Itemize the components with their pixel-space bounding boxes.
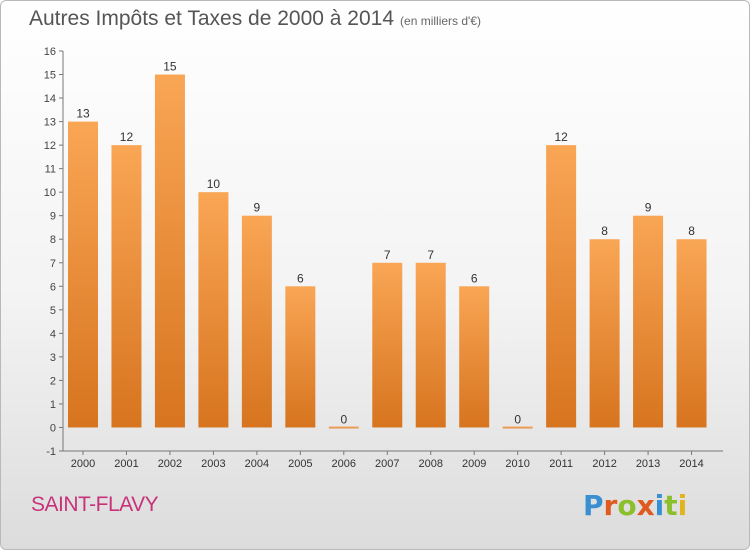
- bar: [328, 426, 359, 429]
- title-text: Autres Impôts et Taxes de 2000 à 2014: [29, 7, 395, 30]
- x-tick-label: 2013: [636, 458, 660, 470]
- bar: [633, 215, 664, 428]
- y-tick-label: 15: [44, 70, 56, 82]
- value-label: 8: [688, 224, 695, 238]
- x-tick-label: 2010: [505, 458, 529, 470]
- bar: [198, 192, 229, 428]
- bar: [68, 121, 98, 428]
- x-tick-label: 2012: [592, 458, 616, 470]
- y-tick-label: 12: [44, 140, 56, 152]
- x-tick-label: 2014: [679, 458, 703, 470]
- y-tick-label: 6: [50, 281, 56, 293]
- y-tick-label: 16: [44, 46, 56, 58]
- x-tick-label: 2003: [201, 458, 225, 470]
- x-tick-label: 2004: [245, 458, 269, 470]
- value-label: 12: [120, 130, 134, 144]
- x-tick-label: 2005: [288, 458, 312, 470]
- proxiti-logo[interactable]: Proxiti: [583, 489, 688, 522]
- y-tick-label: 11: [45, 164, 56, 176]
- value-label: 6: [471, 271, 478, 285]
- y-tick-label: 10: [44, 187, 56, 199]
- x-tick-label: 2009: [462, 458, 486, 470]
- bar: [372, 262, 403, 428]
- bars: [68, 74, 707, 429]
- value-label: 7: [427, 248, 434, 262]
- y-tick-label: 7: [50, 258, 56, 270]
- x-tick-label: 2000: [71, 458, 95, 470]
- y-tick-label: 14: [44, 93, 56, 105]
- y-tick-label: 0: [50, 422, 56, 434]
- bar: [111, 145, 142, 428]
- value-label: 9: [254, 201, 261, 215]
- value-label: 15: [163, 60, 177, 74]
- value-label: 6: [297, 271, 304, 285]
- bar: [676, 239, 707, 428]
- chart-title: Autres Impôts et Taxes de 2000 à 2014 (en…: [29, 7, 481, 31]
- bar: [241, 215, 272, 428]
- value-label: 0: [340, 412, 347, 426]
- value-label: 0: [514, 412, 521, 426]
- x-tick-label: 2011: [549, 458, 573, 470]
- x-tick-label: 2008: [418, 458, 442, 470]
- value-label: 7: [384, 248, 391, 262]
- bar: [459, 286, 490, 428]
- x-tick-label: 2007: [375, 458, 399, 470]
- bar: [285, 286, 316, 428]
- y-tick-label: -1: [46, 446, 56, 458]
- value-label: 13: [76, 107, 90, 121]
- bar: [154, 74, 185, 428]
- bar: [589, 239, 620, 428]
- y-tick-label: 5: [50, 305, 56, 317]
- x-tick-label: 2006: [332, 458, 356, 470]
- bar: [546, 145, 577, 428]
- x-tick-label: 2001: [114, 458, 138, 470]
- title-unit: (en milliers d'€): [400, 14, 482, 28]
- value-label: 9: [645, 201, 652, 215]
- y-tick-label: 3: [50, 352, 56, 364]
- y-tick-label: 13: [44, 117, 56, 129]
- bar: [502, 426, 533, 429]
- x-tick-label: 2002: [158, 458, 182, 470]
- y-tick-label: 9: [50, 211, 56, 223]
- y-tick-label: 2: [50, 375, 56, 387]
- value-label: 8: [601, 224, 608, 238]
- city-name: SAINT-FLAVY: [31, 493, 159, 516]
- bar: [415, 262, 446, 428]
- y-tick-label: 1: [50, 399, 56, 411]
- value-label: 10: [207, 177, 221, 191]
- y-tick-label: 8: [50, 234, 56, 246]
- y-tick-label: 4: [50, 328, 56, 340]
- value-labels: 13 12 15 10 9 6 0 7 7 6 0 12 8 9 8: [76, 60, 695, 427]
- value-label: 12: [554, 130, 568, 144]
